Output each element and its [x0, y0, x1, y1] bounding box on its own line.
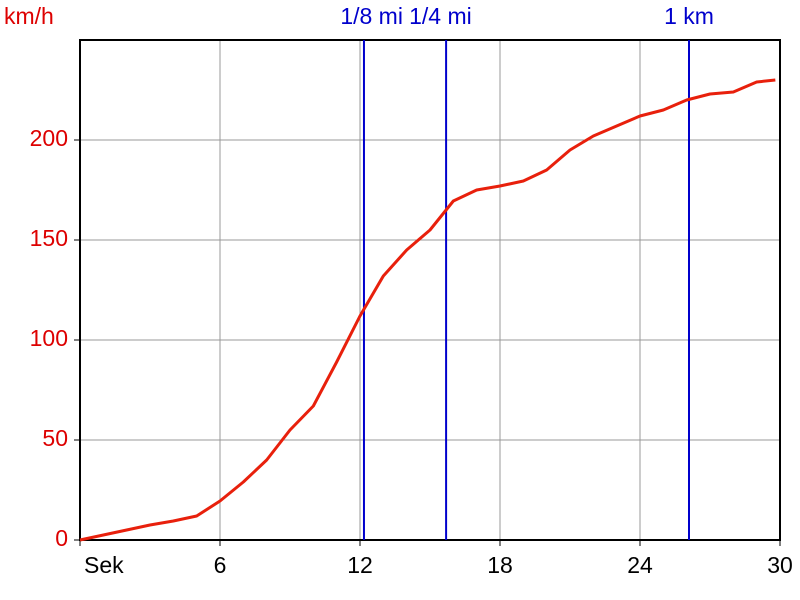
y-tick-label: 50: [42, 425, 68, 451]
x-tick-label: 12: [347, 552, 373, 578]
x-tick-label: 18: [487, 552, 513, 578]
x-tick-label: 6: [214, 552, 227, 578]
series-line: [79, 78, 776, 542]
distance-marker-label: 1 km: [664, 3, 714, 29]
y-axis-label: km/h: [4, 3, 54, 29]
y-tick-label: 150: [30, 225, 68, 251]
plot-area: [80, 40, 780, 540]
x-tick-label: 24: [627, 552, 653, 578]
distance-marker-label: 1/4 mi: [409, 3, 472, 29]
y-tick-label: 100: [30, 325, 68, 351]
y-tick-label: 200: [30, 125, 68, 151]
x-tick-label: 30: [767, 552, 793, 578]
distance-marker-label: 1/8 mi: [340, 3, 403, 29]
x-tick-label: Sek: [84, 552, 124, 578]
y-tick-label: 0: [55, 525, 68, 551]
plot-border: [79, 39, 781, 541]
